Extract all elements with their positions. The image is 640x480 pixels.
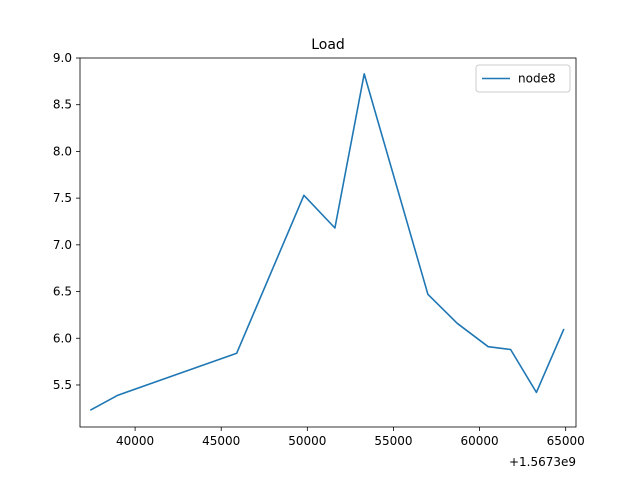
x-tick-label: 40000 (116, 434, 154, 448)
series-line-node8 (89, 73, 565, 411)
y-tick-label: 5.5 (53, 378, 72, 392)
plot-area (79, 57, 577, 428)
y-tick-label: 9.0 (53, 51, 72, 65)
x-tick-label: 45000 (202, 434, 240, 448)
y-tick-label: 8.0 (53, 144, 72, 158)
x-axis: 40000 45000 50000 55000 60000 65000 (116, 427, 585, 448)
y-tick-label: 8.5 (53, 98, 72, 112)
legend-label: node8 (518, 72, 556, 86)
chart-title: Load (311, 37, 345, 53)
x-tick-label: 60000 (460, 434, 498, 448)
x-offset-label: +1.5673e9 (509, 455, 576, 469)
y-tick-label: 6.0 (53, 331, 72, 345)
y-tick-label: 7.5 (53, 191, 72, 205)
legend-box (475, 64, 571, 93)
x-tick-label: 50000 (288, 434, 326, 448)
plot-frame (79, 57, 577, 428)
y-tick-label: 7.0 (53, 238, 72, 252)
series-layer (89, 73, 565, 411)
y-axis: 5.5 6.0 6.5 7.0 7.5 8.0 8.5 9.0 (53, 51, 80, 392)
x-tick-label: 55000 (374, 434, 412, 448)
x-tick-label: 65000 (547, 434, 585, 448)
y-tick-label: 6.5 (53, 285, 72, 299)
legend: node8 (475, 64, 571, 93)
